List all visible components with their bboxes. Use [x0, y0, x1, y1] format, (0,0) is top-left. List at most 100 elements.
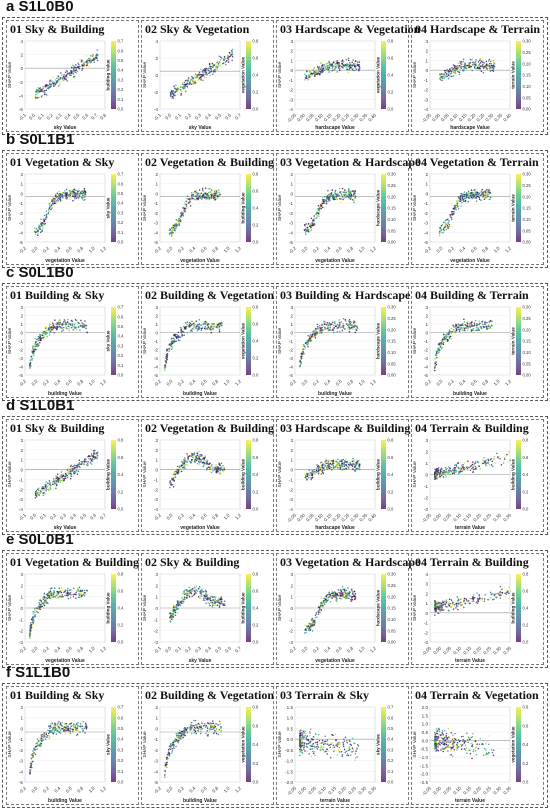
data-point	[476, 325, 478, 327]
x-tick-label: 0.15	[458, 112, 468, 122]
data-point	[343, 468, 345, 470]
data-point	[191, 195, 193, 197]
data-point	[199, 454, 201, 456]
data-point	[304, 79, 306, 81]
data-point	[466, 192, 468, 194]
data-point	[443, 75, 445, 77]
data-point	[70, 70, 72, 72]
x-tick-label: -0.05	[286, 512, 297, 523]
data-point	[174, 223, 176, 225]
data-point	[441, 343, 443, 345]
data-point	[341, 66, 343, 68]
data-point	[64, 319, 66, 321]
data-point	[321, 325, 323, 327]
data-point	[441, 232, 443, 234]
data-point	[327, 198, 329, 200]
data-point	[214, 71, 216, 73]
data-point	[305, 477, 307, 479]
data-point	[337, 331, 339, 333]
data-point	[355, 60, 357, 62]
data-point	[208, 192, 210, 194]
data-point	[347, 324, 349, 326]
data-point	[305, 223, 307, 225]
data-point	[217, 62, 219, 64]
data-point	[174, 95, 176, 97]
data-point	[70, 464, 72, 466]
data-point	[346, 69, 348, 71]
data-point	[48, 210, 50, 212]
data-point	[475, 468, 477, 470]
y-tick-label: 1	[20, 182, 23, 187]
data-point	[469, 66, 471, 68]
data-point	[469, 326, 471, 328]
data-point	[179, 220, 181, 222]
data-point	[467, 330, 469, 332]
data-point	[33, 613, 35, 615]
data-point	[195, 192, 197, 194]
data-point	[78, 326, 80, 328]
data-point	[461, 63, 463, 65]
data-point	[466, 325, 468, 327]
data-point	[204, 459, 206, 461]
y-tick-label: -2	[154, 211, 159, 216]
data-point	[325, 460, 327, 462]
data-point	[479, 63, 481, 65]
data-point	[77, 321, 79, 323]
data-point	[341, 459, 343, 461]
x-tick-label: 0.4	[323, 378, 331, 386]
section-name: S1L0B1	[19, 397, 74, 414]
data-point	[186, 323, 188, 325]
colorbar-tick-label: 0.20	[388, 194, 397, 199]
data-point	[60, 200, 62, 202]
data-point	[334, 199, 336, 201]
data-point	[43, 331, 45, 333]
data-point	[350, 321, 352, 323]
y-tick-label: -2	[289, 487, 294, 492]
data-point	[457, 326, 459, 328]
data-point	[321, 467, 323, 469]
data-point	[219, 473, 221, 475]
section-label: a S1L0B0	[6, 0, 74, 15]
data-point	[436, 361, 438, 363]
data-point	[446, 224, 448, 226]
data-point	[442, 232, 444, 234]
data-point	[230, 55, 232, 57]
data-point	[207, 70, 209, 72]
data-point	[72, 73, 74, 75]
data-point	[70, 193, 72, 195]
data-point	[76, 67, 78, 69]
x-tick-label: 0.1	[39, 512, 47, 520]
data-point	[172, 347, 174, 349]
data-point	[171, 90, 173, 92]
y-tick-label: 2	[155, 172, 158, 177]
y-axis-label: SHAP Value	[277, 62, 283, 89]
data-point	[73, 195, 75, 197]
colorbar-tick-label: 0.6	[523, 455, 529, 460]
data-point	[178, 469, 180, 471]
data-point	[445, 71, 447, 73]
data-point	[74, 66, 76, 68]
data-point	[325, 328, 327, 330]
data-point	[69, 74, 71, 76]
y-tick-label: -3	[289, 497, 294, 502]
data-point	[475, 466, 477, 468]
data-point	[319, 466, 321, 468]
data-point	[458, 197, 460, 199]
data-point	[190, 461, 192, 463]
data-point	[43, 88, 45, 90]
data-point	[93, 456, 95, 458]
data-point	[464, 329, 466, 331]
data-point	[57, 473, 59, 475]
data-point	[346, 466, 348, 468]
data-point	[191, 459, 193, 461]
data-point	[81, 463, 83, 465]
data-point	[306, 342, 308, 344]
data-point	[455, 73, 457, 75]
data-point	[41, 338, 43, 340]
y-tick-label: 0	[20, 606, 23, 611]
data-point	[213, 65, 215, 67]
data-point	[447, 473, 449, 475]
data-point	[41, 334, 43, 336]
data-point	[335, 194, 337, 196]
data-point	[494, 62, 496, 64]
